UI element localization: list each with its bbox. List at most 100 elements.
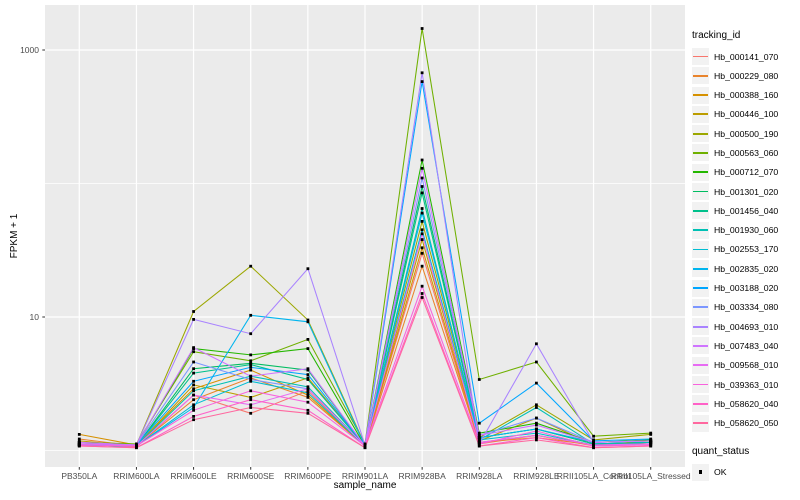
- data-point: [477, 436, 481, 439]
- legend-item-label: Hb_002835_020: [714, 263, 779, 274]
- data-point: [306, 347, 310, 350]
- legend-item: Hb_004693_010: [692, 318, 798, 336]
- data-point: [249, 363, 253, 366]
- legend-line-swatch-icon: [693, 422, 708, 425]
- legend-item-label: Hb_001456_040: [714, 205, 779, 216]
- legend-key: [692, 356, 709, 374]
- data-point: [420, 185, 424, 188]
- legend-item-label: Hb_003188_020: [714, 283, 779, 294]
- legend-item: Hb_000563_060: [692, 144, 798, 162]
- legend-item: Hb_000229_080: [692, 67, 798, 85]
- data-point: [649, 441, 653, 444]
- data-point: [249, 406, 253, 409]
- legend-line-swatch-icon: [693, 55, 708, 58]
- legend-line-swatch-icon: [693, 287, 708, 289]
- x-tick-label: RRIM600LA: [113, 471, 160, 481]
- data-point: [535, 342, 538, 346]
- data-point: [306, 338, 310, 341]
- data-point: [77, 437, 81, 441]
- data-point: [535, 438, 538, 442]
- legend-key: [692, 221, 709, 239]
- legend-key: [692, 125, 709, 143]
- data-point: [192, 379, 195, 383]
- data-point: [306, 267, 310, 271]
- data-point: [249, 378, 253, 381]
- data-point: [192, 398, 195, 402]
- legend-item-label: Hb_000229_080: [714, 70, 779, 81]
- data-point: [477, 431, 481, 435]
- legend-key: [692, 48, 709, 65]
- legend-item: Hb_001456_040: [692, 202, 798, 220]
- data-point: [192, 360, 195, 364]
- legend-key: [692, 183, 709, 201]
- data-point: [535, 360, 538, 364]
- legend-key: [692, 318, 709, 336]
- legend-item-label: Hb_009568_010: [714, 360, 779, 371]
- x-tick-label: RRIM928LA: [456, 471, 503, 481]
- data-point: [535, 427, 538, 431]
- data-point: [306, 320, 310, 324]
- legend-item: Hb_001301_020: [692, 183, 798, 201]
- legend-item-label: Hb_003334_080: [714, 302, 779, 313]
- data-point: [592, 434, 595, 438]
- legend-line-swatch-icon: [693, 402, 708, 405]
- legend-line-swatch-icon: [693, 74, 708, 77]
- data-point: [192, 403, 195, 407]
- data-point: [592, 446, 595, 450]
- data-point: [249, 374, 253, 378]
- x-tick-label: RRII105LA_Stressed: [610, 471, 691, 481]
- legend-quant-items: OK: [692, 463, 798, 481]
- legend-item: Hb_009568_010: [692, 356, 798, 374]
- x-axis-title: sample_name: [333, 480, 397, 491]
- data-point: [306, 376, 310, 380]
- y-tick-label: 10: [29, 312, 39, 322]
- data-point: [420, 228, 424, 232]
- data-point: [420, 158, 424, 162]
- legend-item-label: Hb_000141_070: [714, 51, 779, 62]
- data-point: [77, 433, 81, 436]
- legend-item-label: Hb_000712_070: [714, 167, 779, 178]
- legend-key: [692, 376, 709, 394]
- legend-item-label: Hb_058620_040: [714, 398, 779, 409]
- data-point: [306, 389, 310, 393]
- data-point: [535, 431, 538, 435]
- data-point: [192, 393, 195, 397]
- data-point: [363, 446, 367, 450]
- data-point: [249, 403, 253, 407]
- legend-line-swatch-icon: [693, 306, 708, 309]
- legend-item: Hb_000500_190: [692, 125, 798, 143]
- data-point: [306, 318, 310, 322]
- data-point: [477, 442, 481, 446]
- data-point: [249, 379, 253, 383]
- data-point: [249, 313, 253, 317]
- data-point: [477, 378, 481, 381]
- data-point: [420, 296, 424, 299]
- data-point: [192, 346, 195, 349]
- data-point: [535, 406, 538, 409]
- legend-key: [692, 86, 709, 104]
- legend-item: Hb_058620_040: [692, 395, 798, 413]
- data-point: [420, 232, 424, 236]
- legend-key: [692, 395, 709, 413]
- data-point: [477, 438, 481, 442]
- legend-line-swatch-icon: [693, 364, 708, 367]
- legend-item: Hb_002553_170: [692, 240, 798, 258]
- legend-key: [692, 163, 709, 181]
- data-point: [306, 385, 310, 389]
- data-point: [592, 439, 595, 443]
- legend-item-label: Hb_039363_010: [714, 379, 779, 390]
- legend: tracking_id Hb_000141_070 Hb_000229_080 Hb…: [692, 30, 798, 483]
- data-point: [420, 284, 424, 288]
- x-tick-label: PB350LA: [61, 471, 98, 481]
- data-point: [477, 444, 481, 448]
- data-point: [77, 441, 81, 444]
- legend-key: [692, 414, 709, 432]
- data-point: [420, 80, 424, 83]
- legend-item-label: Hb_001301_020: [714, 186, 779, 197]
- data-point: [306, 387, 310, 391]
- data-point: [192, 387, 195, 391]
- data-point: [135, 446, 138, 450]
- data-point: [592, 441, 595, 444]
- data-point: [592, 444, 595, 448]
